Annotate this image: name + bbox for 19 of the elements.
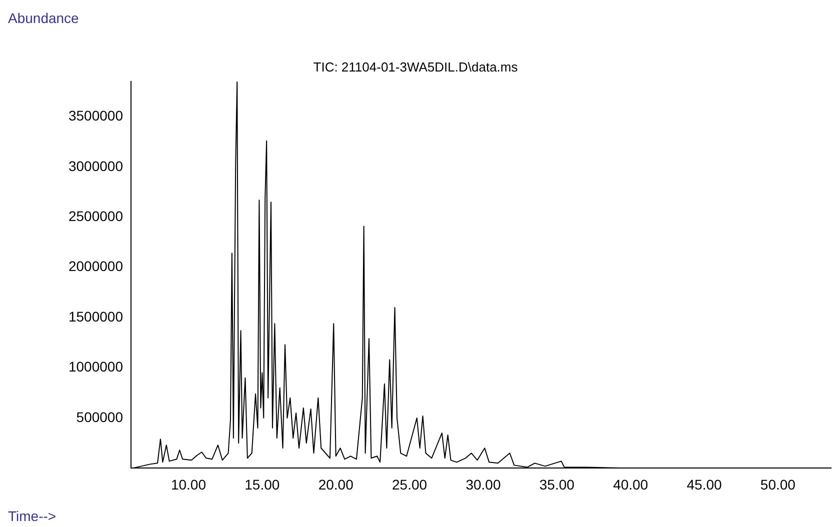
x-tick-label: 50.00 (760, 476, 796, 492)
y-axis-title: Abundance (8, 10, 79, 26)
x-tick-label: 35.00 (539, 476, 575, 492)
x-tick-label: 25.00 (392, 476, 428, 492)
y-tick-label: 1000000 (68, 358, 124, 375)
x-tick-label: 40.00 (613, 476, 648, 492)
y-tick-label: 2000000 (68, 258, 124, 274)
y-tick-label: 3000000 (68, 158, 124, 174)
chart-title: TIC: 21104-01-3WA5DIL.D\data.ms (313, 59, 518, 74)
x-tick-label: 15.00 (244, 476, 280, 492)
y-tick-label: 3500000 (68, 108, 124, 124)
x-tick-label: 30.00 (466, 476, 501, 492)
y-tick-label: 1500000 (68, 308, 124, 324)
x-tick-label: 20.00 (318, 476, 354, 492)
x-tick-label: 45.00 (686, 476, 722, 492)
y-tick-label: 2500000 (68, 208, 124, 224)
x-tick-label: 10.00 (170, 476, 206, 492)
x-axis-title: Time--> (8, 508, 56, 524)
y-tick-label: 500000 (76, 408, 124, 425)
